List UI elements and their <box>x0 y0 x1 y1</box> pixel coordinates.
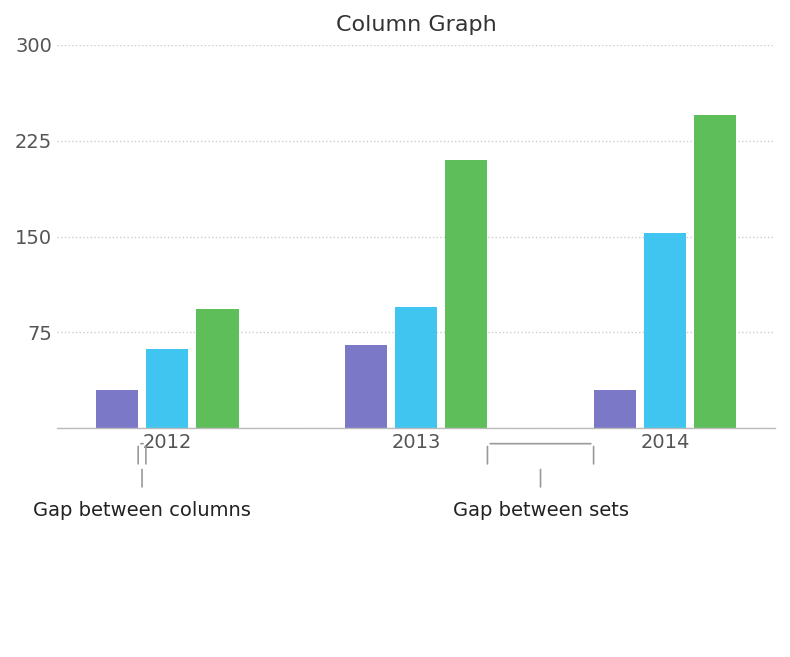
Bar <box>196 309 239 428</box>
Bar <box>644 233 687 428</box>
Title: Column Graph: Column Graph <box>336 15 496 35</box>
Bar <box>593 390 636 428</box>
Bar <box>96 390 138 428</box>
Bar <box>694 115 736 428</box>
Bar <box>445 160 487 428</box>
Bar <box>146 349 188 428</box>
Bar <box>395 307 438 428</box>
Bar <box>344 345 387 428</box>
Text: Gap between columns: Gap between columns <box>33 501 251 520</box>
Text: Gap between sets: Gap between sets <box>453 501 629 520</box>
